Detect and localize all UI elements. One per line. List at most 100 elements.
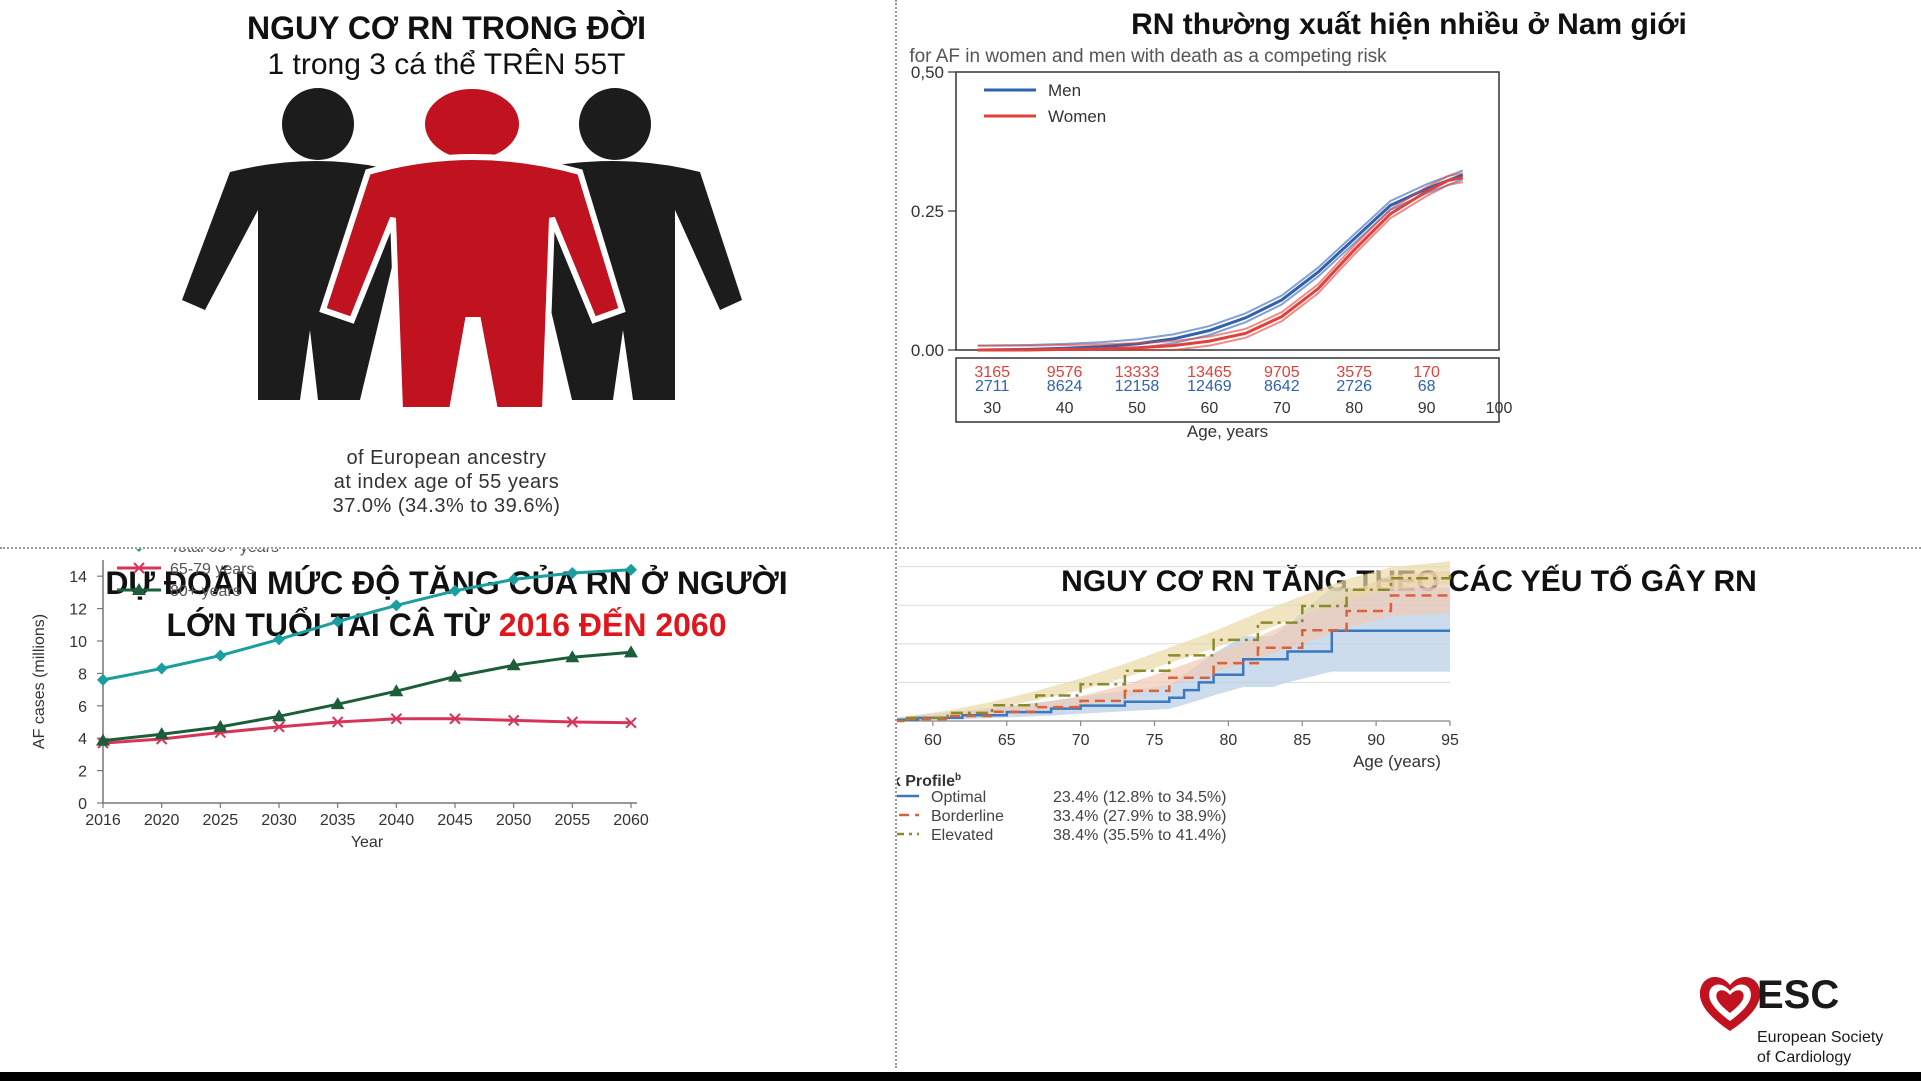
chart4-series-line-elevated: [897, 572, 1452, 723]
risk-profile-panel: NGUY CƠ RN TĂNG THEO CÁC YẾU TỐ GÂY RN 0…: [897, 549, 1921, 1081]
chart3-point-0: [97, 673, 109, 686]
chart3-point-0: [566, 566, 579, 579]
panel3-title-red-text: 2016 ĐẾN 2060: [498, 607, 727, 643]
chart3-x-tick-label: 2030: [261, 812, 297, 829]
chart2-legend-label-men: Men: [1048, 81, 1081, 100]
chart2-at-risk-men: 2711: [975, 378, 1010, 395]
chart3-x-axis-label: Year: [351, 834, 384, 851]
chart4-legend-summary-elevated: 38.4% (35.5% to 41.4%): [1053, 827, 1226, 844]
panel1-subtitle: 1 trong 3 cá thể TRÊN 55T: [267, 48, 626, 81]
chart3-legend-label-0: Total 65+ years: [170, 549, 279, 556]
chart3-point-0: [214, 649, 227, 662]
chart4-x-tick-label: 95: [1441, 732, 1459, 749]
chart2-at-risk-women: 13465: [1187, 364, 1232, 381]
chart2-at-risk-men: 12469: [1187, 378, 1232, 395]
chart2-x-tick-label: 90: [1418, 400, 1436, 417]
esc-logo-line-1: European Society: [1757, 1029, 1884, 1046]
chart3-point-2: [96, 733, 110, 746]
chart2-plot-frame: [955, 71, 1500, 351]
chart4-legend-label-borderline: Borderline: [931, 808, 1004, 825]
chart3-point-0: [625, 563, 637, 576]
chart4-legend-title: Risk Profileb: [897, 772, 961, 790]
person-center-figure: [319, 83, 626, 410]
esc-logo-line-2: of Cardiology: [1757, 1049, 1852, 1066]
chart4-legend-title-sup: b: [955, 772, 961, 783]
chart4-legend-label-optimal: Optimal: [931, 789, 986, 806]
chart2-at-risk-women: 9705: [1264, 364, 1300, 381]
chart4-x-tick-label: 65: [998, 732, 1016, 749]
people-illustration: [182, 83, 742, 410]
chart3-y-tick-label: 10: [69, 634, 87, 651]
chart2-y-tick-label: 0.25: [911, 202, 944, 221]
chart2-x-tick-label: 40: [1056, 400, 1074, 417]
panel3-title-line-1: DỰ ĐOÁN MỨC ĐỘ TĂNG CỦA RN Ở NGƯỜI: [105, 565, 788, 601]
chart3-x-tick-label: 2025: [203, 812, 239, 829]
chart3-x-tick-label: 2040: [379, 812, 415, 829]
chart3-point-1: [625, 717, 637, 729]
chart3-x-tick-label: 2055: [555, 812, 591, 829]
chart2-series-upper-women: [977, 172, 1463, 347]
chart3-y-tick-label: 12: [69, 602, 87, 619]
chart2-at-risk-women: 13333: [1115, 364, 1160, 381]
chart3-legend-marker-2: [132, 583, 146, 595]
chart2-x-tick-label: 80: [1345, 400, 1363, 417]
chart3-y-axis-label: AF cases (millions): [31, 614, 48, 749]
chart3-point-0: [507, 573, 520, 586]
chart2-y-tick-label: 0,50: [911, 63, 944, 82]
chart2-x-tick-label: 30: [983, 400, 1001, 417]
chart4-x-tick-label: 60: [924, 732, 942, 749]
esc-logo-text: ESC: [1757, 973, 1840, 1017]
sex-difference-panel: RN thường xuất hiện nhiều ở Nam giới for…: [897, 0, 1921, 545]
chart3-point-0: [273, 633, 285, 646]
chart2-x-tick-label: 50: [1128, 400, 1146, 417]
chart3-series-line-0: [102, 568, 632, 682]
chart4-legend-summary-optimal: 23.4% (12.8% to 34.5%): [1053, 789, 1226, 806]
chart4-x-tick-label: 70: [1072, 732, 1090, 749]
bottom-band: [0, 1072, 1921, 1081]
chart2-at-risk-women: 9576: [1047, 364, 1083, 381]
chart3-legend-label-2: 80+ years: [170, 583, 241, 600]
chart3-y-tick-label: 2: [78, 764, 87, 781]
chart3-point-2: [506, 658, 521, 671]
chart2-at-risk-men: 68: [1418, 378, 1436, 395]
chart2-series-upper-men: [977, 169, 1464, 347]
chart3-point-2: [624, 645, 638, 658]
cumulative-incidence-chart: for AF in women and men with death as a …: [897, 46, 1512, 441]
horizontal-divider: [0, 547, 1921, 549]
chart3-y-tick-label: 0: [78, 796, 87, 813]
chart4-series-line-borderline: [897, 592, 1452, 723]
chart3-legend-marker-1: [133, 562, 145, 574]
chart3-point-1: [449, 713, 461, 725]
chart3-y-tick-label: 14: [69, 569, 87, 586]
chart3-point-1: [331, 716, 344, 728]
chart3-point-2: [565, 650, 580, 663]
panel2-title: RN thường xuất hiện nhiều ở Nam giới: [1131, 8, 1687, 41]
chart3-point-1: [390, 713, 403, 725]
chart2-at-risk-women: 170: [1413, 364, 1440, 381]
chart3-y-tick-label: 4: [78, 731, 87, 748]
chart2-at-risk-men: 2726: [1336, 378, 1372, 395]
panel1-caption: of European ancestry at index age of 55 …: [0, 446, 893, 518]
chart2-x-axis-label: Age, years: [1187, 422, 1268, 441]
chart2-at-risk-men: 8642: [1264, 378, 1300, 395]
chart3-point-2: [389, 684, 404, 697]
caption-line-2: at index age of 55 years: [333, 471, 560, 493]
risk-profile-chart: 01020304050556065707580859095Age (years)…: [897, 561, 1459, 844]
chart2-risk-table-frame: [955, 357, 1500, 423]
projection-panel: DỰ ĐOÁN MỨC ĐỘ TĂNG CỦA RN Ở NGƯỜI LỚN T…: [0, 549, 893, 1081]
chart3-x-tick-label: 2016: [85, 812, 121, 829]
chart2-at-risk-men: 12158: [1115, 378, 1160, 395]
chart4-series-line-optimal: [897, 629, 1450, 722]
chart3-y-tick-label: 6: [78, 699, 87, 716]
chart2-at-risk-men: 8624: [1047, 378, 1083, 395]
heart-icon: [1699, 976, 1761, 1031]
chart2-y-axis-label: Cumulative incidence function: [897, 105, 898, 318]
chart3-point-2: [154, 727, 169, 740]
chart3-point-1: [566, 716, 579, 728]
lifetime-risk-panel: NGUY CƠ RN TRONG ĐỜI 1 trong 3 cá thể TR…: [0, 0, 893, 545]
chart3-point-2: [272, 709, 286, 722]
chart2-at-risk-women: 3575: [1336, 364, 1372, 381]
chart3-x-tick-label: 2035: [320, 812, 356, 829]
chart3-x-tick-label: 2020: [144, 812, 180, 829]
chart4-x-axis-label: Age (years): [1353, 752, 1441, 771]
